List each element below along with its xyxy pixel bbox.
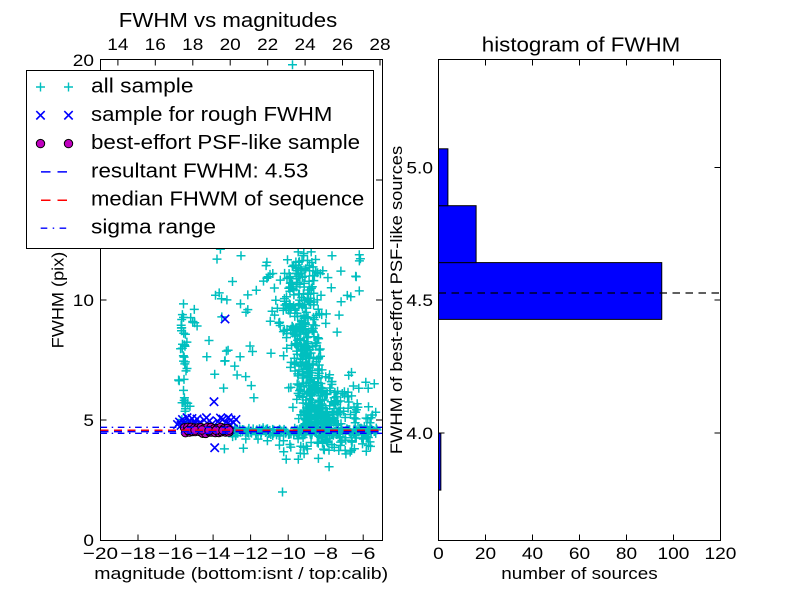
svg-text:0: 0	[433, 544, 444, 563]
svg-text:−12: −12	[233, 544, 268, 563]
svg-text:histogram of FWHM: histogram of FWHM	[482, 35, 680, 57]
svg-text:20: 20	[73, 51, 94, 70]
svg-text:80: 80	[616, 544, 637, 563]
svg-text:26: 26	[332, 35, 353, 54]
svg-text:−10: −10	[271, 544, 306, 563]
svg-text:resultant FWHM: 4.53: resultant FWHM: 4.53	[91, 160, 308, 182]
svg-text:FWHM of best-effort PSF-like s: FWHM of best-effort PSF-like sources	[387, 146, 406, 454]
svg-text:best-effort PSF-like sample: best-effort PSF-like sample	[91, 132, 360, 154]
svg-text:−16: −16	[158, 544, 193, 563]
svg-text:28: 28	[369, 35, 390, 54]
svg-text:median FHWM of sequence: median FHWM of sequence	[91, 189, 364, 211]
svg-text:number of sources: number of sources	[501, 564, 657, 583]
svg-text:22: 22	[257, 35, 278, 54]
svg-text:sample for rough FWHM: sample for rough FWHM	[91, 104, 332, 126]
svg-text:magnitude (bottom:isnt / top:c: magnitude (bottom:isnt / top:calib)	[94, 564, 388, 583]
svg-text:40: 40	[522, 544, 543, 563]
svg-text:24: 24	[295, 35, 316, 54]
svg-text:16: 16	[145, 35, 166, 54]
svg-text:60: 60	[569, 544, 590, 563]
svg-text:−14: −14	[196, 544, 231, 563]
svg-text:all sample: all sample	[91, 76, 194, 98]
svg-text:−18: −18	[120, 544, 155, 563]
svg-text:FWHM vs magnitudes: FWHM vs magnitudes	[119, 10, 337, 32]
svg-text:−20: −20	[83, 544, 118, 563]
svg-text:10: 10	[73, 291, 94, 310]
svg-text:5.0: 5.0	[406, 159, 433, 178]
svg-text:120: 120	[705, 544, 737, 563]
svg-text:FWHM (pix): FWHM (pix)	[49, 252, 68, 349]
svg-text:sigma range: sigma range	[91, 217, 216, 239]
svg-text:4.5: 4.5	[406, 291, 433, 310]
svg-text:−6: −6	[351, 544, 376, 563]
svg-text:18: 18	[182, 35, 203, 54]
svg-text:−8: −8	[313, 544, 338, 563]
svg-text:14: 14	[107, 35, 128, 54]
svg-text:20: 20	[220, 35, 241, 54]
svg-text:4.0: 4.0	[406, 424, 433, 443]
svg-text:100: 100	[658, 544, 690, 563]
svg-text:20: 20	[475, 544, 496, 563]
svg-text:5: 5	[83, 411, 94, 430]
svg-text:0: 0	[83, 531, 94, 550]
